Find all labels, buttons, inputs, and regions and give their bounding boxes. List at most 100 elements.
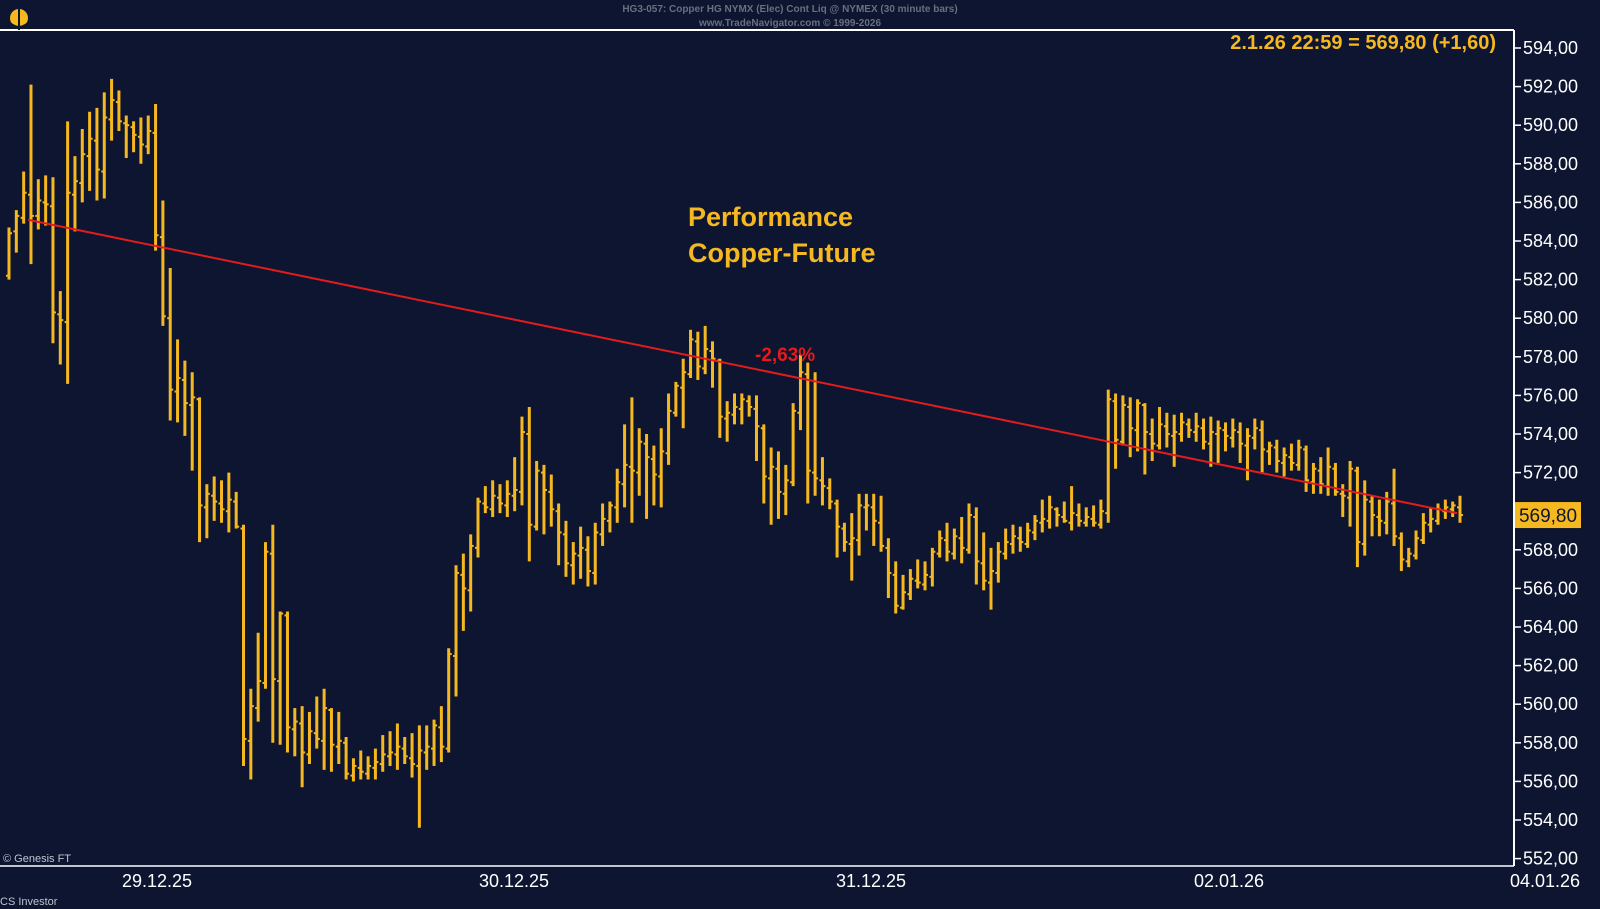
ohlc-bar	[299, 706, 306, 788]
ohlc-bar	[1303, 445, 1310, 492]
y-tick-label: 588,00	[1523, 154, 1578, 174]
ohlc-bar	[841, 522, 848, 552]
ohlc-bar	[1009, 524, 1016, 554]
ohlc-bar	[1207, 416, 1214, 467]
ohlc-bar	[1449, 501, 1456, 517]
y-tick-label: 578,00	[1523, 347, 1578, 367]
ohlc-bar	[1273, 439, 1280, 473]
x-tick-label: 02.01.26	[1194, 871, 1264, 891]
ohlc-bar	[1017, 526, 1024, 552]
ohlc-bar	[1090, 505, 1097, 527]
ohlc-bar	[1046, 495, 1053, 529]
ohlc-bar	[606, 501, 613, 533]
ohlc-bar	[856, 493, 863, 556]
ohlc-bar	[1068, 486, 1075, 531]
y-tick-label: 560,00	[1523, 694, 1578, 714]
y-tick-label: 590,00	[1523, 115, 1578, 135]
last-price-value: 569,80	[1519, 506, 1577, 527]
ohlc-bar	[423, 725, 430, 770]
ohlc-bar	[394, 723, 401, 770]
ohlc-bar	[1251, 418, 1258, 450]
ohlc-bar	[159, 200, 166, 326]
y-tick-label: 584,00	[1523, 231, 1578, 251]
ohlc-bar	[570, 542, 577, 585]
ohlc-bar	[922, 561, 929, 591]
ohlc-bar	[804, 362, 811, 504]
y-tick-label: 552,00	[1523, 849, 1578, 869]
ohlc-bar	[1376, 499, 1383, 537]
ohlc-bar	[401, 737, 408, 765]
ohlc-bar	[335, 711, 342, 765]
ohlc-bar	[1083, 507, 1090, 527]
ohlc-bar	[562, 520, 569, 577]
y-tick-label: 586,00	[1523, 192, 1578, 212]
ohlc-bar	[445, 648, 452, 753]
ohlc-bar	[929, 547, 936, 587]
ohlc-bar	[782, 464, 789, 516]
ohlc-bar	[1163, 412, 1170, 448]
ohlc-bar	[1156, 406, 1163, 450]
ohlc-bar	[577, 526, 584, 579]
ohlc-bar	[540, 464, 547, 535]
ohlc-bar	[1457, 495, 1463, 523]
ohlc-bar	[343, 737, 350, 780]
ohlc-bar	[379, 735, 386, 772]
ohlc-bar	[108, 78, 115, 141]
ohlc-bar	[1244, 428, 1251, 481]
ohlc-bar	[812, 372, 819, 496]
ohlc-bar	[518, 416, 525, 506]
y-tick-label: 576,00	[1523, 385, 1578, 405]
ohlc-bar	[1024, 522, 1031, 548]
ohlc-bar	[475, 497, 482, 558]
ohlc-bar	[797, 354, 804, 431]
y-tick-label: 554,00	[1523, 810, 1578, 830]
x-tick-label: 31.12.25	[836, 871, 906, 891]
ohlc-bar	[13, 210, 20, 253]
ohlc-bar	[167, 268, 174, 421]
ohlc-bar	[1420, 513, 1427, 545]
ohlc-bar	[621, 424, 628, 508]
y-tick-label: 558,00	[1523, 733, 1578, 753]
ohlc-bar	[790, 403, 797, 487]
ohlc-bar	[277, 611, 284, 745]
y-tick-label: 592,00	[1523, 77, 1578, 97]
ohlc-bar	[614, 468, 621, 523]
ohlc-bar	[526, 406, 533, 562]
ohlc-bar	[1127, 397, 1134, 458]
ohlc-bar	[496, 484, 503, 514]
ohlc-bar	[1259, 420, 1266, 473]
ohlc-bar	[775, 451, 782, 519]
ohlc-bar	[636, 428, 643, 496]
ohlc-bar	[115, 90, 122, 131]
ohlc-bar	[1141, 403, 1148, 475]
ohlc-bar	[1075, 503, 1082, 527]
footer-source: © Genesis FT	[3, 853, 71, 865]
time-axis: 29.12.25 30.12.25 31.12.25 02.01.26 04.01.26	[122, 871, 1580, 891]
ohlc-bar	[79, 129, 86, 203]
ohlc-bar	[672, 381, 679, 417]
ohlc-bar	[980, 532, 987, 591]
ohlc-bar	[702, 325, 709, 375]
ohlc-bar	[1237, 422, 1244, 463]
annotation-line-2: Copper-Future	[688, 238, 875, 268]
ohlc-bar	[1053, 507, 1060, 527]
ohlc-bar	[1031, 515, 1038, 541]
ohlc-bar	[137, 117, 144, 164]
ohlc-bar	[284, 611, 291, 753]
ohlc-bar	[269, 524, 276, 743]
ohlc-bar	[218, 480, 225, 523]
trend-line	[27, 218, 1458, 515]
ohlc-bar	[1112, 393, 1119, 469]
ohlc-bar	[834, 499, 841, 558]
ohlc-bar	[313, 696, 320, 749]
ohlc-bar	[431, 719, 438, 766]
ohlc-bar	[1134, 399, 1141, 452]
ohlc-bar	[870, 493, 877, 546]
ohlc-bar	[357, 750, 364, 780]
ohlc-bar	[628, 397, 635, 523]
ohlc-bar	[1361, 480, 1368, 556]
ohlc-bar	[511, 457, 518, 512]
logo-icon	[8, 6, 30, 30]
ohlc-bar	[27, 84, 34, 265]
